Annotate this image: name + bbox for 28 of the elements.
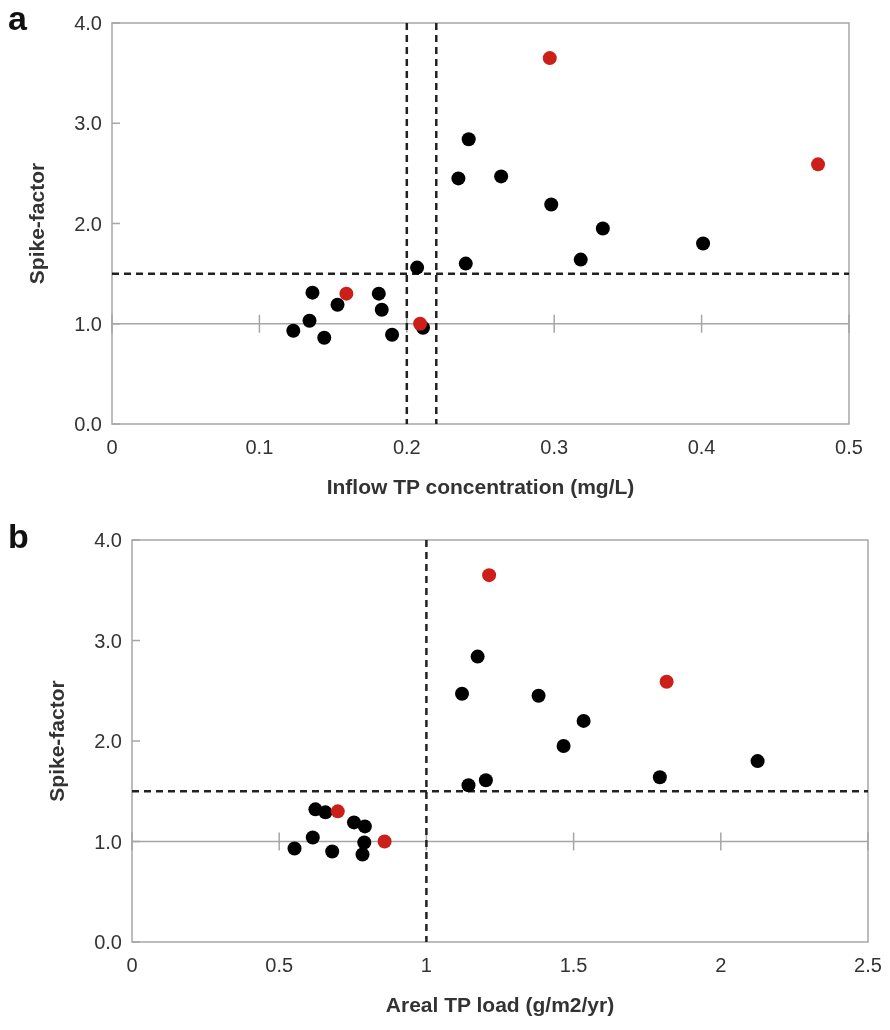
x-tick-label: 1: [420, 954, 432, 976]
y-tick-label: 0.0: [74, 413, 102, 435]
y-tick-label: 0.0: [94, 931, 122, 953]
y-tick-label: 4.0: [74, 12, 102, 34]
x-tick-label: 1.5: [559, 954, 588, 976]
x-tick-label: 2: [715, 954, 727, 976]
x-axis-title: Inflow TP concentration (mg/L): [326, 475, 635, 498]
text: b: [8, 517, 29, 555]
y-tick-label: 4.0: [94, 529, 122, 551]
x-axis-title: Areal TP load (g/m2/yr): [385, 993, 615, 1016]
y-tick-label: 1.0: [74, 312, 102, 335]
y-tick-label: 3.0: [74, 112, 102, 135]
y-tick-label: 1.0: [94, 830, 122, 853]
x-tick-label: 0.1: [245, 436, 274, 458]
x-tick-label: 0.5: [265, 954, 294, 976]
y-tick-label: 2.0: [94, 730, 122, 752]
y-axis-title: Spike-factor: [45, 680, 68, 802]
x-tick-label: 0.3: [540, 436, 569, 458]
x-tick-label: 2.5: [854, 954, 882, 976]
y-axis-title: Spike-factor: [25, 162, 48, 285]
x-tick-label: 0.2: [392, 436, 421, 458]
x-tick-label: 0.4: [687, 436, 716, 458]
x-tick-label: 0: [106, 436, 118, 458]
x-tick-label: 0.5: [835, 436, 863, 458]
y-tick-label: 3.0: [94, 629, 122, 652]
y-tick-label: 2.0: [74, 212, 102, 235]
x-tick-label: 0: [126, 954, 138, 976]
text: a: [8, 0, 28, 37]
